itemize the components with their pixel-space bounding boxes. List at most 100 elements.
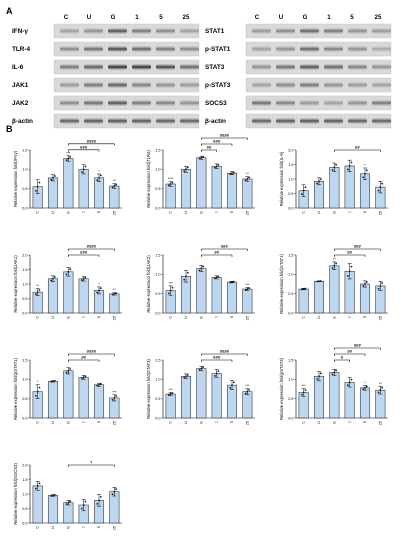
x-tick-label: 1 [348, 421, 352, 423]
data-point [98, 499, 100, 502]
data-point [364, 283, 366, 285]
x-tick-label: 5 [97, 316, 101, 318]
y-tick-label: 0.0 [155, 416, 160, 420]
comparison-bracket [201, 353, 248, 356]
y-tick-label: 1.0 [155, 378, 160, 382]
x-tick-label: 5 [230, 421, 234, 423]
comparison-bracket [201, 359, 233, 362]
data-point [34, 487, 37, 490]
x-tick-label: C [169, 316, 173, 319]
y-tick-label: 0.0 [155, 206, 160, 210]
data-point [246, 178, 249, 180]
data-point [113, 396, 116, 399]
y-tick-label: 1.0 [22, 168, 27, 172]
data-point [169, 183, 172, 185]
data-point [38, 386, 41, 389]
data-point [348, 165, 351, 167]
x-tick-label: 25 [245, 316, 249, 320]
data-point [115, 183, 118, 186]
data-point [231, 281, 233, 283]
data-point [246, 288, 249, 290]
blot-band [108, 82, 127, 88]
data-point [115, 395, 118, 397]
bracket-label: ### [80, 250, 88, 255]
blot-band [156, 100, 175, 106]
western-blot-strips [53, 23, 392, 129]
data-point [318, 180, 320, 183]
x-tick-label: 25 [378, 316, 382, 320]
blot-band [108, 46, 127, 52]
data-point [350, 161, 353, 164]
blot-band [372, 28, 391, 34]
blot-label-jak2: JAK2 [12, 100, 29, 107]
data-point [318, 280, 320, 283]
x-tick-label: 1 [348, 211, 352, 213]
data-point [99, 496, 102, 498]
y-tick-label: 1.5 [288, 163, 293, 167]
blot-band [180, 28, 199, 34]
blot-band [348, 64, 367, 70]
y-tick-label: 1.0 [288, 177, 293, 181]
data-point [96, 502, 99, 505]
bracket-label: ### [354, 343, 362, 348]
blot-band [252, 100, 271, 106]
y-axis-label: Relative expression fold(TLR4) [146, 150, 151, 208]
bar [313, 181, 325, 209]
data-point [183, 170, 186, 173]
blot-band [372, 100, 391, 106]
y-tick-label: 1.5 [22, 478, 27, 482]
bar [63, 158, 74, 209]
data-point [98, 383, 100, 386]
significance-mark: ** [113, 179, 116, 183]
bar [344, 165, 355, 209]
blot-label-stat1: STAT1 [205, 28, 225, 35]
x-tick-label: G [332, 211, 336, 214]
significance-mark: ** [333, 257, 336, 261]
blot-band [108, 100, 127, 106]
data-point [113, 185, 116, 187]
x-tick-label: G [199, 316, 203, 319]
x-tick-label: C [36, 526, 40, 529]
x-tick-label: G [66, 211, 70, 214]
data-point [304, 287, 307, 290]
data-point [213, 374, 216, 377]
data-point [113, 292, 116, 295]
x-tick-label: G [66, 526, 70, 529]
data-point [300, 393, 303, 396]
data-point [302, 391, 305, 394]
data-point [365, 385, 368, 388]
comparison-bracket [334, 347, 381, 350]
y-axis-label: Relative expression fold(pSTAT1) [13, 357, 18, 420]
data-point [198, 368, 201, 371]
significance-mark: ** [379, 382, 382, 386]
y-tick-label: 1.0 [288, 273, 293, 277]
y-tick-label: 1.5 [288, 253, 293, 257]
data-point [84, 500, 87, 503]
data-point [319, 280, 322, 282]
data-point [82, 277, 85, 280]
data-point [215, 372, 218, 375]
blot-band [60, 46, 79, 52]
blot-band [156, 46, 175, 52]
significance-mark: *** [245, 384, 250, 388]
bar-chart-5: 0.0 0.5 1.0 1.5 Relative expression fold(STA… [279, 244, 388, 320]
data-point [319, 372, 322, 375]
bracket-label: #### [87, 244, 97, 249]
y-tick-label: 1.5 [155, 358, 160, 362]
data-point [38, 482, 41, 485]
data-point [34, 190, 37, 192]
bar [63, 502, 74, 524]
y-tick-label: 1.0 [22, 492, 27, 496]
blot-band [252, 46, 271, 52]
bar [180, 169, 192, 209]
data-point [50, 279, 53, 282]
lane-label: 25 [183, 14, 190, 21]
comparison-bracket [68, 359, 100, 362]
lane-label: 5 [159, 14, 163, 21]
data-point [185, 275, 187, 278]
x-tick-label: G [199, 211, 203, 214]
blot-band [60, 82, 79, 88]
data-point [52, 494, 54, 497]
blot-label-bactin-right: β-actin [205, 118, 226, 125]
comparison-bracket [68, 143, 115, 146]
